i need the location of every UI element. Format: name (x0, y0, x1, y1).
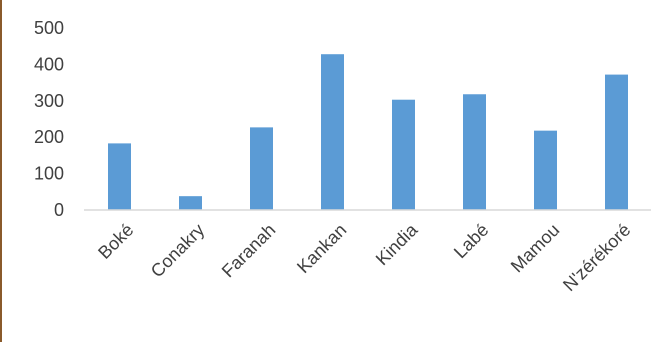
bar-bok- (108, 143, 131, 210)
bar-n-z-r-kor- (605, 74, 628, 210)
x-tick-label: Kankan (293, 220, 350, 277)
bar-kindia (392, 99, 415, 210)
y-tick-label: 200 (34, 127, 64, 147)
x-tick-label: N'zérékoré (559, 220, 634, 295)
bar-faranah (250, 127, 273, 210)
y-tick-label: 400 (34, 54, 64, 74)
bar-kankan (321, 54, 344, 210)
bar-lab- (463, 94, 486, 210)
x-axis-ticks: Boké Conakry Faranah Kankan Kindia Labé MamouN… (94, 219, 634, 295)
x-tick-label: Conakry (147, 220, 209, 282)
y-tick-label: 100 (34, 164, 64, 184)
x-tick-label: Kindia (372, 219, 422, 269)
bars (108, 54, 628, 210)
y-axis-ticks: 0 100 200 300 400 500 (34, 18, 64, 220)
x-tick-label: Boké (94, 220, 137, 263)
y-tick-label: 300 (34, 91, 64, 111)
y-tick-label: 500 (34, 18, 64, 38)
x-tick-label: Mamou (507, 220, 564, 277)
x-tick-label: Labé (450, 220, 492, 262)
bar-conakry (179, 196, 202, 210)
y-tick-label: 0 (54, 200, 64, 220)
x-tick-label: Faranah (218, 220, 280, 282)
bar-mamou (534, 130, 557, 210)
